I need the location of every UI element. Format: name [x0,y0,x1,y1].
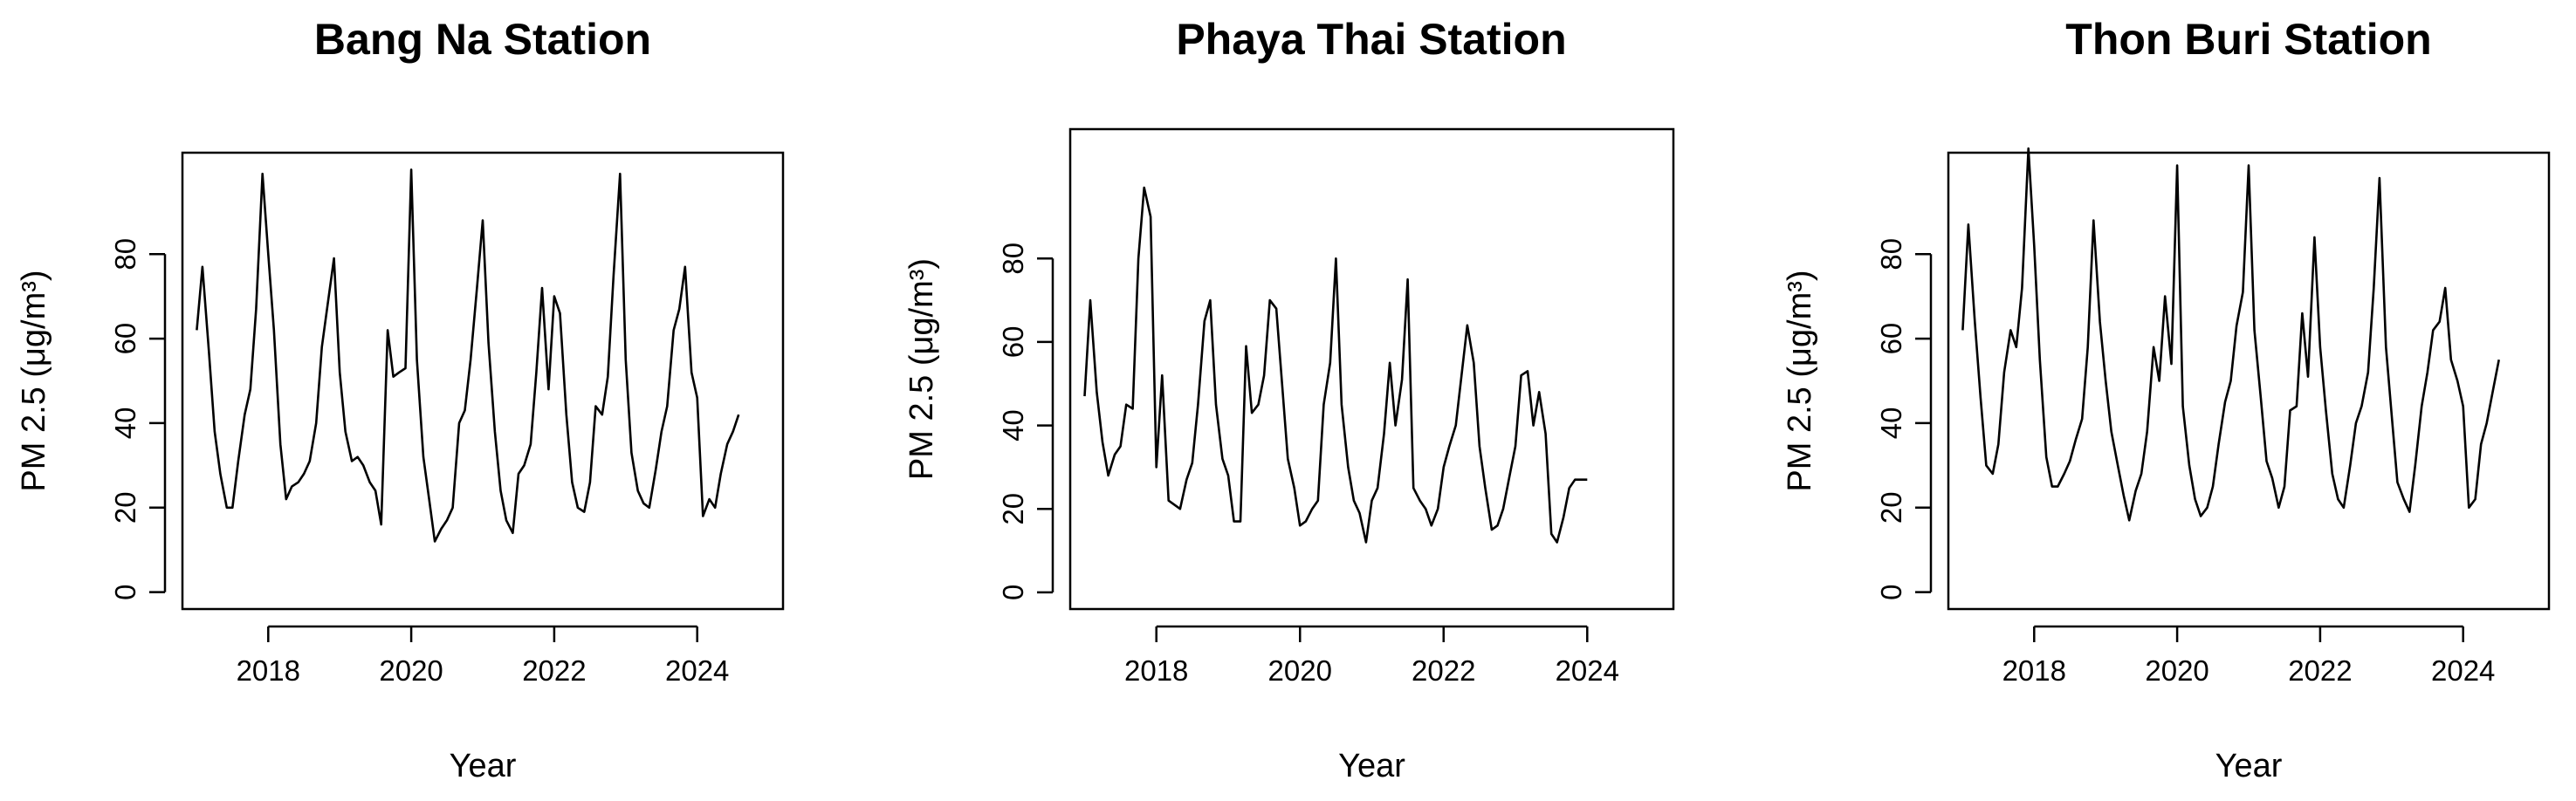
y-tick-label: 80 [109,238,141,270]
x-tick-label: 2020 [1268,654,1332,687]
x-tick-label: 2018 [1124,654,1188,687]
x-axis-label: Year [2215,748,2283,784]
y-tick-label: 80 [1875,238,1907,270]
x-tick-label: 2024 [665,654,729,687]
y-tick-label: 80 [997,243,1029,275]
x-tick-label: 2022 [522,654,586,687]
y-tick-label: 20 [997,493,1029,525]
series-line-1 [1083,186,1588,544]
chart-panel-1: Bang Na Station 2018 2020 2022 2024 0 20 40 60 80… [16,15,785,784]
x-tick-label: 2024 [1556,654,1619,687]
series-line-1 [196,168,740,543]
plot-frame [181,151,785,611]
y-tick-label: 40 [1875,407,1907,440]
y-tick-label: 0 [109,584,141,599]
y-tick-label: 60 [109,323,141,355]
x-tick-label: 2022 [2288,654,2352,687]
y-axis-label: PM 2.5 (μg/m³) [1782,270,1818,491]
y-axis-label: PM 2.5 (μg/m³) [903,258,940,480]
plot-frame [1947,151,2551,611]
chart-panel-3: Thon Buri Station 2018 2020 2022 2024 0 20 40 60… [1782,15,2551,784]
y-tick-label: 20 [109,491,141,524]
y-tick-label: 60 [997,326,1029,359]
x-axis-label: Year [450,748,517,784]
x-tick-label: 2020 [2145,654,2208,687]
y-tick-label: 0 [1875,584,1907,599]
y-tick-label: 20 [1875,491,1907,524]
x-tick-label: 2020 [379,654,443,687]
x-tick-label: 2022 [1412,654,1475,687]
y-tick-label: 0 [997,585,1029,600]
x-axis-label: Year [1338,748,1405,784]
plot-frame [1068,127,1675,611]
y-tick-label: 40 [109,407,141,440]
y-tick-label: 40 [997,409,1029,442]
x-tick-label: 2018 [237,654,300,687]
series-line-1 [1961,147,2500,522]
y-axis-label: PM 2.5 (μg/m³) [16,270,52,491]
chart-title: Phaya Thai Station [1176,15,1566,64]
y-tick-label: 60 [1875,323,1907,355]
x-tick-label: 2018 [2002,654,2066,687]
chart-panel-2: Phaya Thai Station 2018 2020 2022 2024 0 20 40 6… [903,15,1675,784]
chart-title: Bang Na Station [314,15,651,64]
x-tick-label: 2024 [2431,654,2495,687]
chart-title: Thon Buri Station [2065,15,2431,64]
